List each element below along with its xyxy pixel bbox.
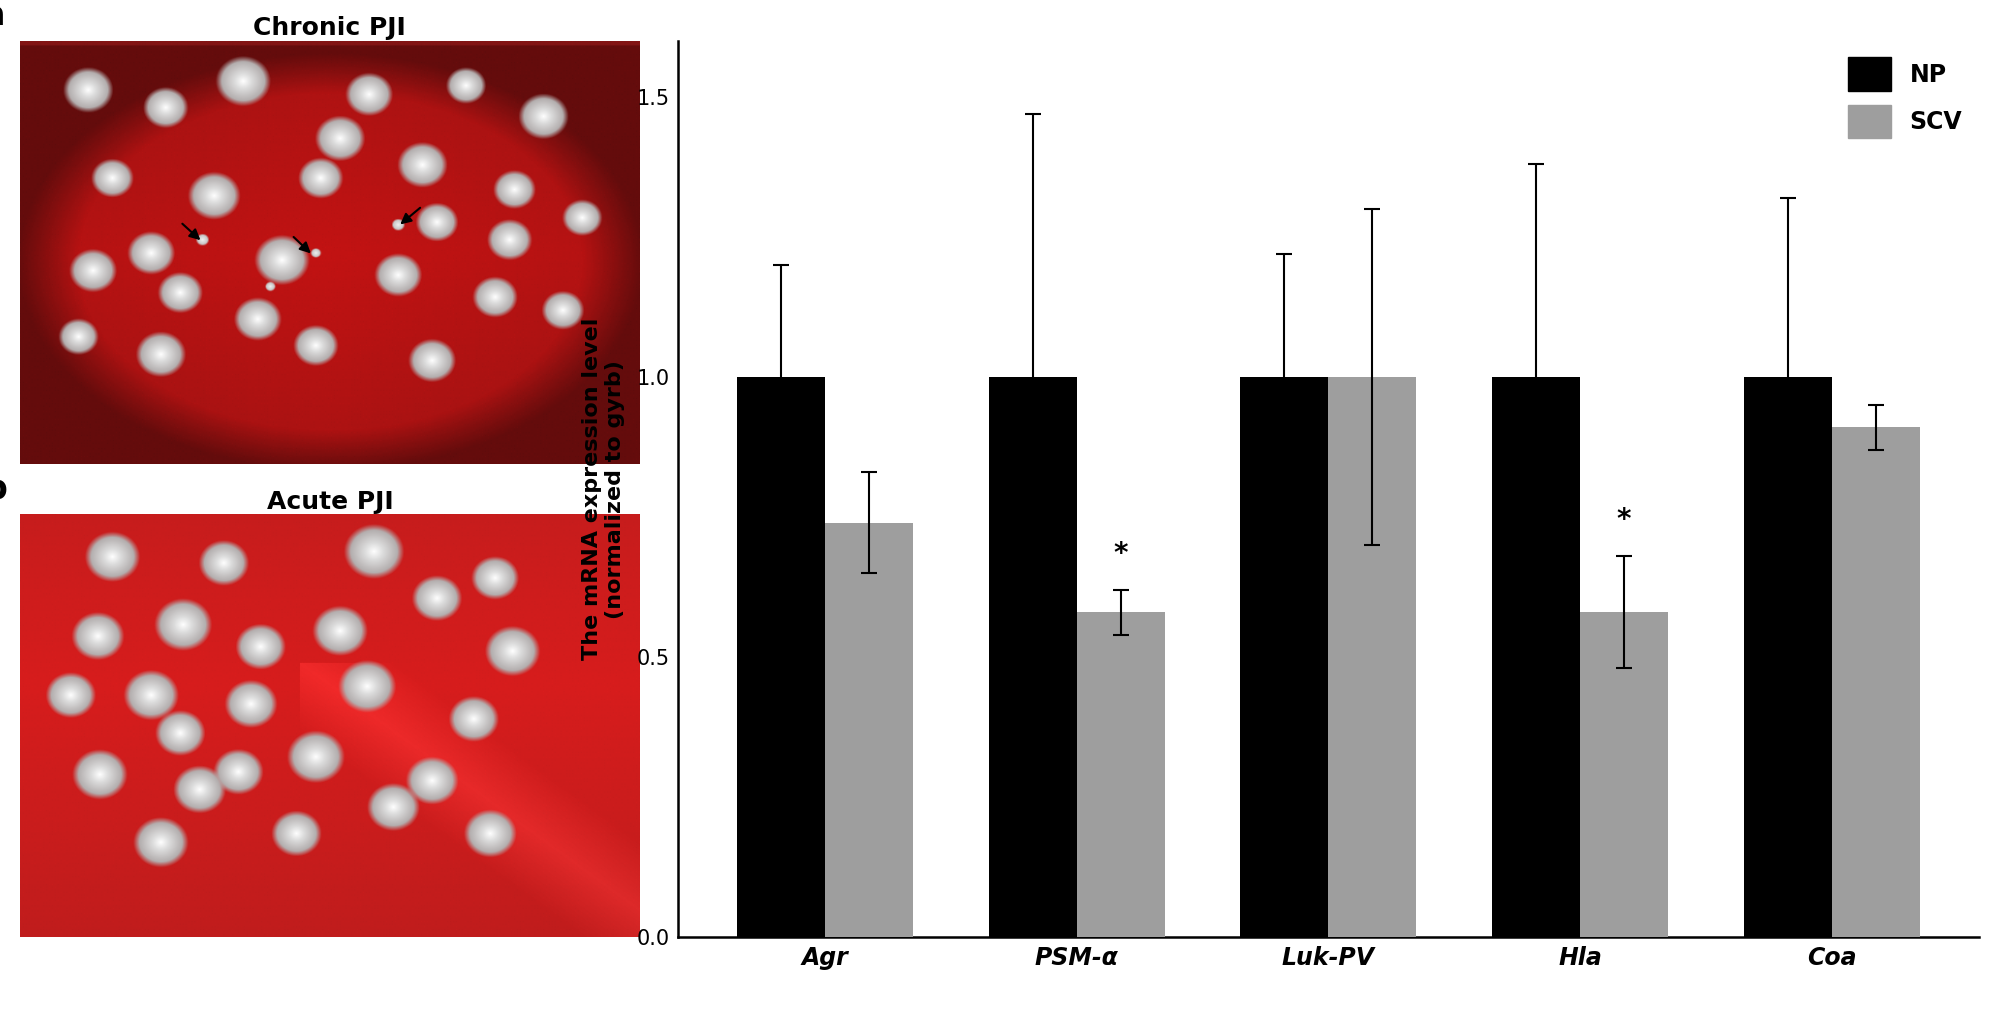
Bar bbox=[1579, 612, 1667, 937]
Bar bbox=[1744, 377, 1832, 937]
Bar bbox=[1240, 377, 1328, 937]
Title: Acute PJI: Acute PJI bbox=[267, 490, 394, 514]
Title: Chronic PJI: Chronic PJI bbox=[253, 16, 406, 40]
Bar bbox=[1493, 377, 1579, 937]
Bar bbox=[1328, 377, 1416, 937]
Text: *: * bbox=[1617, 506, 1631, 534]
Text: *: * bbox=[1113, 540, 1129, 568]
Bar bbox=[988, 377, 1077, 937]
Text: a: a bbox=[0, 0, 6, 33]
Bar bbox=[1832, 428, 1921, 937]
Bar bbox=[826, 523, 914, 937]
Legend: NP, SCV: NP, SCV bbox=[1838, 48, 1971, 148]
Text: b: b bbox=[0, 473, 6, 506]
Bar bbox=[737, 377, 826, 937]
Text: c: c bbox=[1215, 0, 1234, 5]
Bar bbox=[1077, 612, 1165, 937]
Y-axis label: The mRNA expression level
(normalized to gyrb): The mRNA expression level (normalized to… bbox=[583, 318, 625, 660]
